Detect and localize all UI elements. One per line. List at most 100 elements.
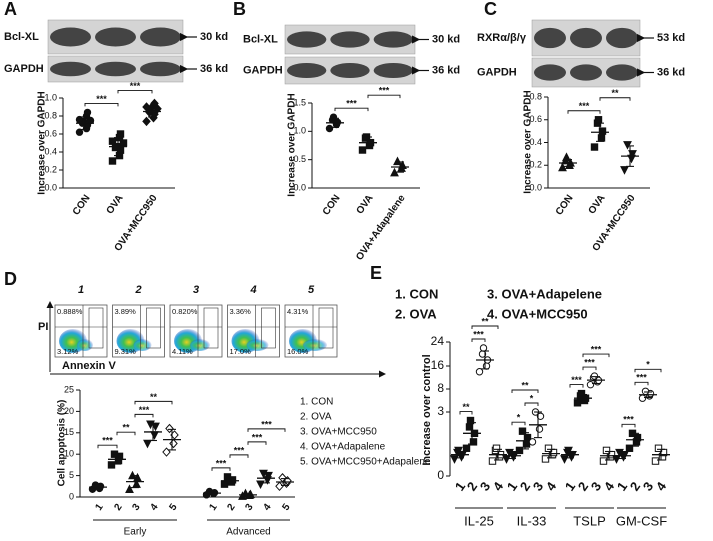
significance-bracket: [511, 389, 539, 393]
significance-bracket: [247, 428, 286, 432]
y-tick-label: 20: [64, 406, 74, 416]
y-tick-label: 0.0: [44, 182, 57, 192]
data-point: [329, 113, 338, 121]
significance-bracket: [367, 94, 401, 99]
data-point: [602, 446, 611, 455]
y-tick-label: 0.4: [44, 146, 57, 156]
data-point: [628, 150, 637, 159]
flow-density: [190, 339, 210, 351]
x-tick-label: 3: [243, 502, 255, 513]
flow-gate-box: [88, 307, 104, 349]
y-tick-label: 1.0: [293, 126, 306, 136]
blot-size: 36 kd: [657, 66, 685, 78]
data-point: [393, 156, 402, 166]
significance-bracket: [582, 366, 597, 371]
significance-bracket: [459, 411, 473, 415]
significance-label: ***: [579, 101, 590, 111]
significance-bracket: [229, 454, 249, 458]
significance-bracket: [334, 107, 369, 112]
flow-percent: 0.820%: [172, 307, 198, 316]
data-point: [598, 127, 607, 135]
x-tick-label: OVA: [587, 193, 608, 216]
significance-label: *: [530, 393, 534, 403]
blot-band: [330, 31, 370, 48]
significance-label: ***: [102, 436, 113, 446]
significance-label: **: [481, 316, 489, 326]
significance-label: ***: [252, 432, 263, 442]
blot-size: 30 kd: [200, 31, 228, 43]
data-point: [623, 141, 632, 150]
x-tick-label: OVA: [105, 193, 126, 216]
blot-band: [606, 64, 638, 81]
data-point: [223, 473, 232, 481]
group-label: GM-CSF: [616, 513, 667, 528]
y-tick-label: 24: [431, 334, 445, 348]
significance-label: **: [462, 402, 470, 412]
x-tick-label: 2: [112, 502, 124, 513]
significance-label: ***: [261, 419, 272, 429]
significance-label: ***: [473, 329, 484, 339]
significance-bracket: [247, 441, 267, 445]
y-tick-label: 0.0: [293, 182, 306, 192]
data-point: [562, 152, 571, 161]
y-tick-label: 0.5: [293, 154, 306, 164]
x-tick-label: 4: [261, 502, 273, 513]
significance-label: ***: [636, 373, 647, 383]
y-tick-label: 0.6: [529, 114, 542, 124]
data-point: [560, 455, 569, 464]
data-point: [462, 444, 471, 452]
blot-band: [95, 61, 136, 77]
data-point: [165, 423, 174, 434]
data-point: [325, 124, 334, 133]
blot-band: [50, 27, 91, 47]
y-tick-label: 8: [437, 381, 444, 395]
y-tick-label: 1.0: [44, 92, 57, 102]
y-tick-label: 0.2: [44, 164, 57, 174]
legend-entry: 3. OVA+MCC950: [300, 427, 377, 438]
data-point: [108, 157, 117, 165]
significance-bracket: [471, 338, 486, 342]
significance-label: ***: [591, 344, 602, 354]
data-point: [169, 438, 178, 449]
y-axis-label: Cell apoptosis (%): [57, 400, 68, 487]
significance-label: ***: [346, 99, 357, 109]
data-point: [544, 444, 553, 452]
significance-bracket: [134, 400, 173, 405]
flow-percent: 3.12%: [57, 347, 79, 356]
blot-size: 30 kd: [432, 33, 460, 45]
blot-band: [95, 27, 136, 47]
data-point: [518, 427, 527, 435]
data-point: [475, 368, 484, 376]
data-point: [535, 425, 544, 433]
data-point: [450, 455, 459, 464]
blot-protein: Bcl-XL: [4, 31, 39, 43]
y-tick-label: 0: [69, 491, 74, 501]
data-point: [633, 433, 642, 442]
data-point: [625, 444, 634, 452]
y-tick-label: 16: [431, 358, 445, 372]
x-tick-label: 4: [148, 502, 160, 513]
significance-bracket: [569, 384, 584, 388]
significance-label: ***: [379, 86, 390, 96]
y-axis-label: Increase over GAPDH: [523, 90, 534, 193]
significance-label: ***: [623, 415, 634, 425]
y-tick-label: 0.8: [44, 110, 57, 120]
data-point: [482, 362, 491, 370]
y-tick-label: 0.6: [44, 128, 57, 138]
significance-bracket: [211, 467, 231, 471]
significance-label: *: [646, 360, 650, 370]
y-axis-label: Increase over GAPDH: [287, 93, 298, 196]
y-tick-label: 1.5: [293, 97, 306, 107]
y-tick-label: 0.8: [529, 91, 542, 101]
blot-band: [534, 27, 566, 49]
significance-label: ***: [139, 405, 150, 415]
data-point: [541, 455, 550, 463]
significance-label: ***: [96, 94, 107, 104]
data-point: [108, 137, 117, 145]
data-point: [597, 134, 606, 142]
flow-gate-box: [261, 307, 276, 349]
blot-protein: GAPDH: [243, 64, 283, 76]
data-point: [515, 446, 524, 455]
data-point: [654, 444, 663, 452]
